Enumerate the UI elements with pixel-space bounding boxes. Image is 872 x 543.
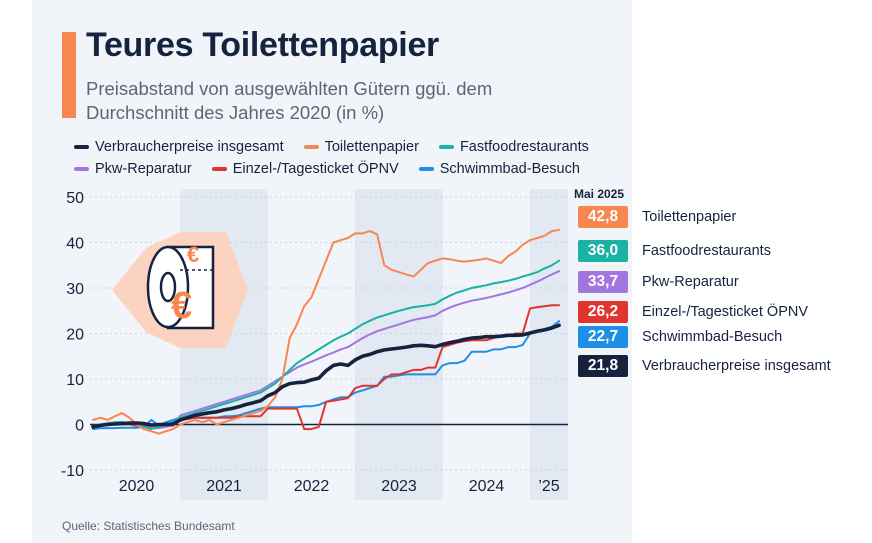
legend-swatch <box>211 167 227 171</box>
x-tick-label: 2022 <box>294 478 330 495</box>
source-note: Quelle: Statistisches Bundesamt <box>62 519 235 533</box>
endpoint-value: 22,7 <box>578 326 628 348</box>
year-band <box>530 189 568 500</box>
chart-legend: Verbraucherpreise insgesamt Toilettenpapi… <box>74 136 634 180</box>
endpoint-value: 33,7 <box>578 271 628 293</box>
x-tick-label: 2020 <box>119 478 155 495</box>
y-axis-ticks: 50 40 30 20 10 0 -10 <box>61 190 84 480</box>
series-line <box>92 270 561 430</box>
x-tick-label: 2021 <box>206 478 242 495</box>
endpoint-name: Toilettenpapier <box>638 207 743 227</box>
endpoint-label: 21,8 Verbraucherpreise insgesamt <box>578 355 837 377</box>
x-tick-label: ’25 <box>538 478 559 495</box>
legend-item: Einzel-/Tagesticket ÖPNV <box>211 161 399 177</box>
svg-text:€: € <box>187 242 199 267</box>
endpoint-name: Einzel-/Tagesticket ÖPNV <box>638 302 815 322</box>
endpoint-label: 42,8 Toilettenpapier <box>578 206 743 228</box>
y-tick-label: 50 <box>66 190 84 207</box>
legend-item: Verbraucherpreise insgesamt <box>74 139 284 155</box>
legend-label: Schwimmbad-Besuch <box>439 161 580 177</box>
legend-label: Toilettenpapier <box>324 139 419 155</box>
y-tick-label: 10 <box>66 372 84 389</box>
y-tick-label: 20 <box>66 327 84 344</box>
series-line <box>91 323 561 429</box>
x-tick-label: 2023 <box>381 478 417 495</box>
year-shading <box>180 189 568 500</box>
chart-subtitle: Preisabstand von ausgewählten Gütern ggü… <box>86 78 493 123</box>
legend-label: Einzel-/Tagesticket ÖPNV <box>232 161 399 177</box>
endpoint-name: Schwimmbad-Besuch <box>638 327 789 347</box>
title-accent-bar <box>62 32 76 118</box>
series-lines <box>91 228 561 435</box>
endpoint-label: 22,7 Schwimmbad-Besuch <box>578 326 789 348</box>
legend-item: Pkw-Reparatur <box>74 161 192 177</box>
legend-label: Verbraucherpreise insgesamt <box>95 139 284 155</box>
legend-swatch <box>74 145 89 149</box>
toilet-paper-euro-icon: € € <box>112 232 248 348</box>
legend-swatch <box>418 167 434 171</box>
legend-item: Toilettenpapier <box>303 139 419 155</box>
endpoint-label: 26,2 Einzel-/Tagesticket ÖPNV <box>578 301 815 323</box>
x-axis-ticks: 2020 2021 2022 2023 2024 ’25 <box>119 478 560 495</box>
endpoint-value: 21,8 <box>578 355 628 377</box>
endpoint-label: 36,0 Fastfoodrestaurants <box>578 240 777 262</box>
svg-text:€: € <box>171 285 192 327</box>
y-tick-label: 30 <box>66 281 84 298</box>
legend-row: Pkw-Reparatur Einzel-/Tagesticket ÖPNV Sch… <box>74 158 634 180</box>
endpoint-name: Pkw-Reparatur <box>638 272 745 292</box>
series-line <box>92 228 561 435</box>
endpoint-header: Mai 2025 <box>574 187 625 201</box>
legend-label: Pkw-Reparatur <box>95 161 192 177</box>
legend-swatch <box>74 167 89 171</box>
y-tick-label: 40 <box>66 236 84 253</box>
endpoint-value: 36,0 <box>578 240 628 262</box>
endpoint-label: 33,7 Pkw-Reparatur <box>578 271 745 293</box>
legend-label: Fastfoodrestaurants <box>459 139 589 155</box>
legend-item: Schwimmbad-Besuch <box>418 161 580 177</box>
endpoint-value: 26,2 <box>578 301 628 323</box>
page-title: Teures Toilettenpapier <box>86 26 439 64</box>
legend-item: Fastfoodrestaurants <box>438 139 589 155</box>
endpoint-value: 42,8 <box>578 206 628 228</box>
x-tick-label: 2024 <box>469 478 505 495</box>
y-tick-label: 0 <box>75 418 84 435</box>
endpoint-name: Verbraucherpreise insgesamt <box>638 356 837 376</box>
legend-row: Verbraucherpreise insgesamt Toilettenpapi… <box>74 136 634 158</box>
endpoint-name: Fastfoodrestaurants <box>638 241 777 261</box>
legend-swatch <box>438 145 454 149</box>
legend-swatch <box>303 145 319 149</box>
y-tick-label: -10 <box>61 463 84 480</box>
